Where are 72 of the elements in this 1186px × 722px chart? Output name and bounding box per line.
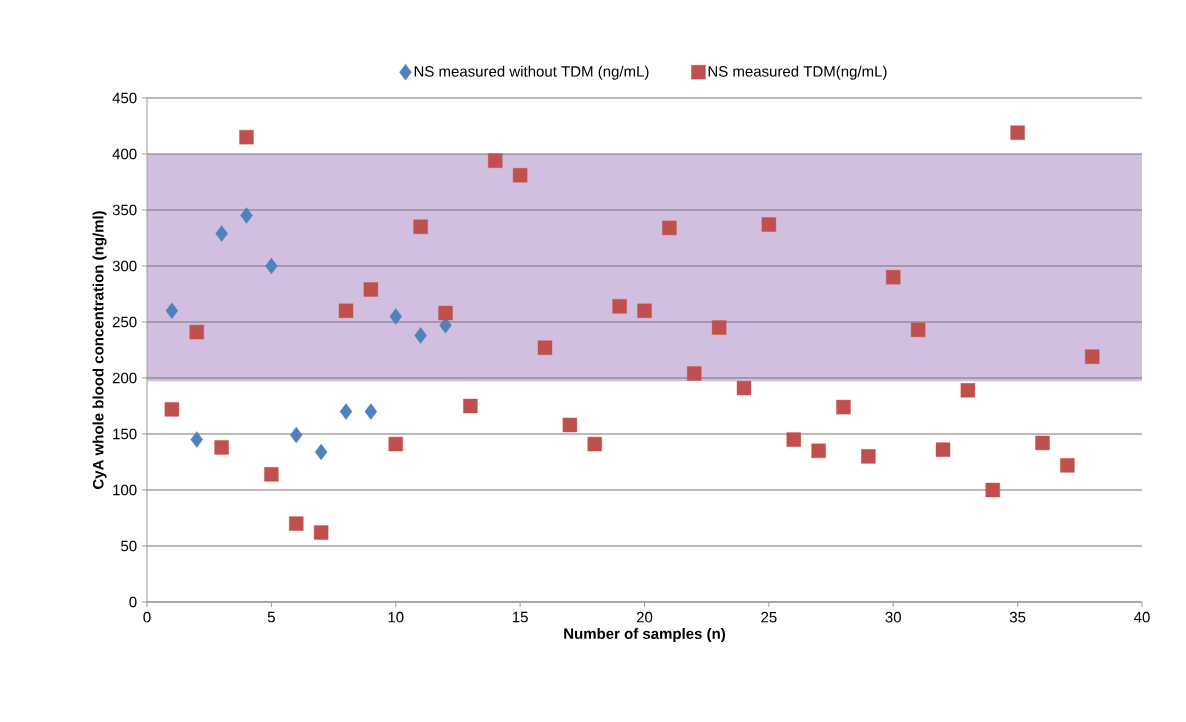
point <box>836 399 851 415</box>
point <box>240 207 253 224</box>
y-tick-label: 50 <box>121 540 137 552</box>
point <box>861 449 876 464</box>
point <box>164 402 180 417</box>
point <box>886 269 901 285</box>
x-tick-label: 30 <box>885 611 901 623</box>
point <box>289 516 304 531</box>
point <box>662 220 677 236</box>
y-tick-label: 450 <box>112 92 137 104</box>
point <box>1085 349 1100 364</box>
point <box>761 217 777 232</box>
point <box>364 403 378 420</box>
point <box>290 426 303 444</box>
point <box>786 432 801 447</box>
point <box>711 320 727 335</box>
point <box>239 129 254 145</box>
point <box>587 436 602 452</box>
x-tick-label: 20 <box>636 611 653 623</box>
point <box>910 322 926 338</box>
x-tick-label: 40 <box>1134 611 1150 623</box>
point <box>314 443 328 461</box>
y-tick-label: 100 <box>113 484 137 496</box>
x-tick-label: 10 <box>388 611 404 623</box>
x-tick-label: 15 <box>512 611 528 623</box>
point <box>960 383 976 398</box>
point <box>438 305 453 321</box>
point <box>537 340 553 355</box>
y-tick-label: 0 <box>129 596 137 608</box>
point <box>811 443 826 458</box>
x-tick-label: 25 <box>761 611 777 623</box>
y-tick-label: 400 <box>112 148 137 160</box>
point <box>414 327 427 344</box>
point <box>488 153 503 168</box>
point <box>935 442 951 457</box>
x-axis-title: Number of samples (n) <box>564 628 726 642</box>
point <box>612 299 627 314</box>
point <box>215 225 228 242</box>
point <box>190 431 203 448</box>
y-tick-label: 300 <box>112 260 137 272</box>
point <box>985 482 1000 498</box>
point <box>388 436 403 452</box>
point <box>363 282 379 297</box>
point <box>1010 125 1025 140</box>
point <box>165 302 179 319</box>
y-tick-label: 350 <box>112 204 137 216</box>
point <box>736 380 752 396</box>
point <box>687 366 702 381</box>
point <box>264 467 279 482</box>
point <box>1035 435 1050 451</box>
point <box>338 303 354 318</box>
legend-label: NS measured TDM(ng/mL) <box>708 65 887 80</box>
point <box>463 398 478 414</box>
point <box>389 308 402 325</box>
point <box>265 257 278 275</box>
x-tick-label: 0 <box>143 611 151 623</box>
x-tick-label: 35 <box>1009 611 1026 623</box>
point <box>1060 458 1075 473</box>
point <box>214 440 229 455</box>
y-tick-label: 200 <box>112 372 137 384</box>
point <box>637 303 652 318</box>
point <box>512 168 528 183</box>
point <box>313 525 329 540</box>
point <box>413 219 428 234</box>
point <box>562 417 578 433</box>
y-tick-label: 250 <box>112 316 137 328</box>
point <box>189 324 204 340</box>
point <box>339 403 353 420</box>
x-tick-label: 5 <box>267 611 275 623</box>
y-tick-label: 150 <box>113 428 137 440</box>
legend-label: NS measured without TDM (ng/mL) <box>414 65 649 80</box>
y-axis-title: CyA whole blood concentration (ng/ml) <box>92 211 107 489</box>
